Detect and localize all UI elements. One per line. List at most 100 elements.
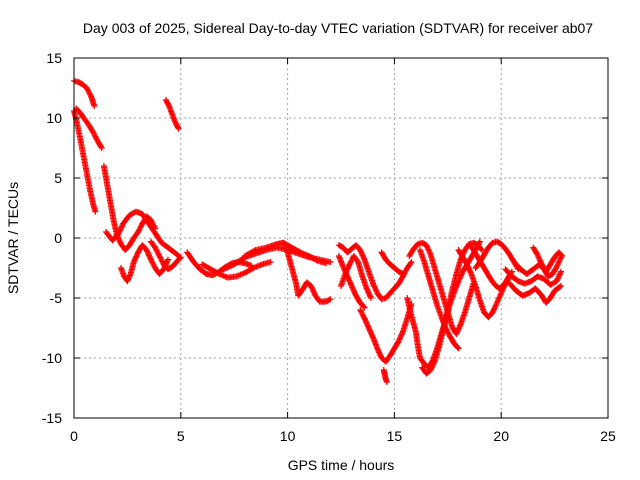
data-point <box>399 271 406 277</box>
data-point <box>296 248 303 255</box>
data-point <box>144 249 151 256</box>
data-point <box>175 124 182 131</box>
data-point <box>374 345 381 352</box>
data-point <box>280 241 287 248</box>
data-point <box>363 285 370 292</box>
series-s28 <box>511 254 565 280</box>
data-point <box>454 328 461 335</box>
data-point <box>466 266 473 273</box>
data-point <box>369 333 376 340</box>
data-point <box>554 276 561 283</box>
data-point <box>311 289 318 296</box>
data-point <box>371 283 378 290</box>
data-point <box>359 251 366 258</box>
data-point <box>465 265 472 272</box>
data-point <box>351 288 358 295</box>
data-point <box>365 323 372 330</box>
data-point <box>310 288 317 295</box>
x-tick-label: 5 <box>177 428 185 444</box>
data-point <box>397 334 404 341</box>
axis-ticks <box>73 57 609 419</box>
data-point <box>407 260 414 267</box>
series-s7 <box>147 238 184 273</box>
data-point <box>536 255 543 262</box>
data-point <box>377 352 384 359</box>
data-point <box>428 365 435 372</box>
data-point <box>360 253 367 260</box>
data-point <box>455 326 462 333</box>
data-point <box>116 236 123 243</box>
data-point <box>464 261 471 268</box>
data-point <box>376 350 383 357</box>
data-point <box>309 285 316 292</box>
data-point <box>453 331 460 337</box>
data-point <box>424 243 431 250</box>
data-point <box>498 290 505 297</box>
data-point <box>366 326 373 333</box>
chart-title: Day 003 of 2025, Sidereal Day-to-day VTE… <box>83 20 593 36</box>
data-point <box>143 247 150 253</box>
data-point <box>363 320 370 327</box>
y-tick-label: -10 <box>42 350 62 366</box>
data-point <box>146 252 153 259</box>
data-point <box>457 322 464 329</box>
data-point <box>359 252 366 259</box>
data-point <box>383 379 390 385</box>
data-point <box>371 284 378 291</box>
data-point <box>465 264 472 271</box>
data-point <box>364 288 371 295</box>
data-point <box>348 281 355 288</box>
data-point <box>176 255 183 262</box>
data-point <box>283 246 290 253</box>
data-point <box>427 250 434 257</box>
series-s12 <box>241 239 330 267</box>
data-point <box>396 335 403 342</box>
y-tick-label: 0 <box>54 230 62 246</box>
series-s13 <box>280 239 334 305</box>
series-s17 <box>357 301 415 365</box>
data-point <box>556 283 563 290</box>
data-point <box>164 256 171 263</box>
data-point <box>344 266 351 273</box>
data-point <box>558 268 565 275</box>
data-point <box>496 294 503 301</box>
data-point <box>396 336 403 343</box>
data-point <box>553 278 560 285</box>
data-point <box>458 271 465 278</box>
data-point <box>343 268 350 275</box>
data-point <box>345 264 352 271</box>
data-point <box>115 230 122 237</box>
data-point <box>424 244 431 251</box>
data-point <box>430 360 437 367</box>
y-tick-label: -15 <box>42 410 62 426</box>
data-point <box>375 348 382 355</box>
data-point <box>430 361 437 368</box>
data-point <box>117 226 124 233</box>
x-axis-label: GPS time / hours <box>288 457 395 473</box>
data-point <box>398 332 405 339</box>
series-s1 <box>71 77 98 109</box>
data-point <box>308 283 315 289</box>
series-s19 <box>380 367 390 385</box>
y-tick-label: -5 <box>50 290 63 306</box>
data-point <box>116 228 123 235</box>
data-point <box>557 269 564 276</box>
data-point <box>345 262 352 269</box>
data-point <box>342 269 349 276</box>
series-s18 <box>378 249 406 277</box>
data-point <box>553 263 560 270</box>
data-point <box>280 239 287 246</box>
data-point <box>495 295 502 302</box>
data-point <box>347 280 354 287</box>
data-point <box>345 276 352 283</box>
data-point <box>370 280 377 287</box>
data-point <box>497 291 504 298</box>
data-point <box>467 269 474 276</box>
data-point <box>370 281 377 288</box>
data-point <box>362 318 369 325</box>
data-point <box>456 324 463 331</box>
data-point <box>365 325 372 331</box>
data-point <box>537 258 544 265</box>
x-tick-label: 10 <box>280 428 296 444</box>
